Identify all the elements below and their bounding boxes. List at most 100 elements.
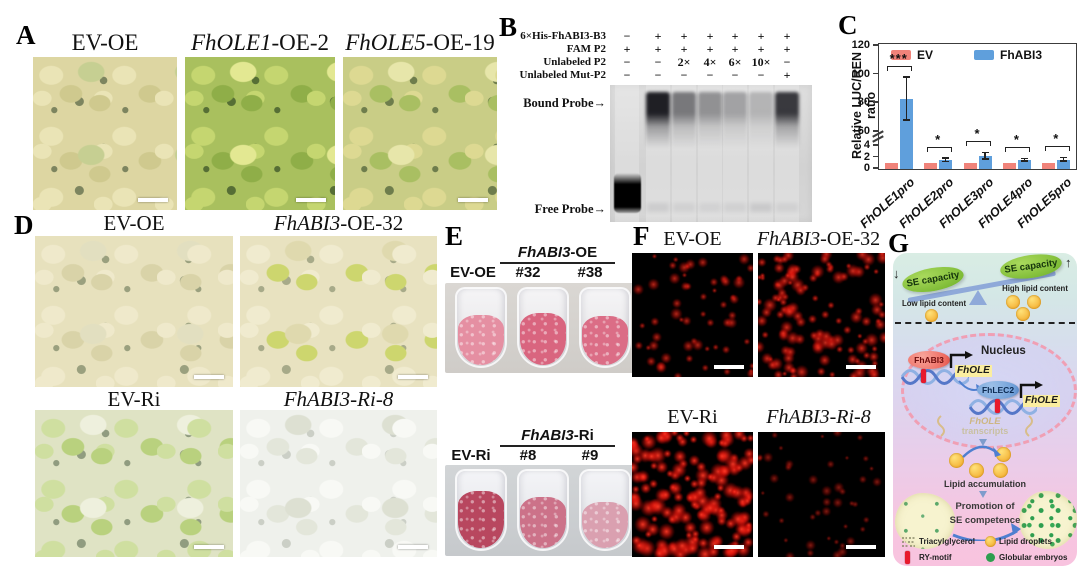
- bar-chart-plot: EV FhABI3 *** * * * *: [878, 43, 1077, 170]
- globular-embryos-icon: [986, 553, 995, 562]
- flow-arrow-icon: [979, 491, 987, 498]
- ry-motif-icon: [921, 369, 926, 383]
- transcript-squiggle-icon: [1025, 415, 1033, 437]
- label-text: EV-OE: [663, 228, 722, 250]
- panel-b: B 6×His-FhABI3-B3− + + + + + + FAM P2 + + + + + + + Unl…: [440, 14, 812, 230]
- transcript-squiggle-icon: [937, 415, 945, 437]
- gene-name: FhOLE5: [345, 30, 426, 55]
- marker-row-value: −: [757, 68, 765, 82]
- marker-row-label: FAM P2: [566, 43, 606, 55]
- photo-label-f-ev-ri: EV-Ri: [632, 406, 753, 428]
- photo-label-fhole1-oe-2: FhOLE1-OE-2: [183, 30, 337, 55]
- scale-bar: [194, 375, 224, 379]
- y-tick-mark: [873, 144, 878, 146]
- bar-ev: [1042, 163, 1056, 169]
- y-tick-label: 0: [863, 162, 870, 174]
- bound-probe-band: [723, 92, 747, 148]
- gene-name: FhABI3: [273, 211, 341, 235]
- bar-fhabi3: [899, 99, 913, 169]
- tube-photo-ri: [445, 465, 637, 556]
- marker-row-value: +: [731, 29, 739, 43]
- significance-stars: *: [974, 125, 981, 141]
- model-diagram: ↓ SE capacity Low lipid content SE capac…: [893, 250, 1077, 566]
- marker-row-value: +: [680, 42, 688, 56]
- sample-tube: [455, 469, 507, 551]
- panel-c-letter: C: [838, 10, 858, 40]
- error-bar-cap: [902, 76, 910, 78]
- legend-label-ev: EV: [917, 48, 934, 62]
- callus-photo-fhole5-oe-19: [343, 57, 497, 210]
- marker-row-value: −: [706, 68, 714, 82]
- legend-label-lipid-droplets: Lipid droplets: [999, 537, 1052, 546]
- scale-bar: [714, 365, 744, 369]
- panel-e-letter: E: [445, 221, 464, 251]
- bar-ev: [1002, 163, 1016, 169]
- photo-label-ev-oe: EV-OE: [33, 30, 177, 55]
- sample-tube: [579, 287, 631, 368]
- y-tick-mark: [873, 155, 878, 157]
- error-bar-cap: [902, 119, 910, 121]
- panel-f: F EV-OE FhABI3-OE-32 EV-Ri FhABI3-Ri-8: [628, 222, 890, 567]
- error-bar: [944, 158, 947, 163]
- photo-label-d-fhabi3-ri-8: FhABI3-Ri-8: [240, 387, 437, 411]
- tube-label-9: #9: [581, 447, 599, 464]
- promotion-label-line2: SE competence: [949, 515, 1021, 526]
- gel-lane: [749, 85, 773, 222]
- sample-tube: [517, 287, 569, 368]
- gene-name: FhABI3: [521, 427, 574, 444]
- lipid-droplet-icon: [969, 463, 984, 478]
- bound-probe-band: [698, 92, 722, 148]
- bar-fhabi3: [1057, 159, 1071, 169]
- y-tick-mark: [873, 101, 878, 103]
- legend-label-ry-motif: RY-motif: [919, 553, 952, 562]
- transcripts-label-gene: FhOLE: [969, 416, 1001, 427]
- bound-probe-band: [646, 92, 670, 148]
- significance-stars: *: [935, 131, 942, 147]
- se-capacity-right-badge: SE capacity: [998, 250, 1064, 283]
- panel-e: E FhABI3-OE EV-OE #32 #38 FhABI3-Ri EV-R…: [440, 222, 645, 567]
- flow-arrow-icon: [979, 439, 987, 446]
- marker-row-value: +: [680, 29, 688, 43]
- marker-row-value: −: [680, 68, 688, 82]
- tube-liquid: [458, 314, 504, 365]
- error-bar-cap: [942, 160, 950, 163]
- emsa-marker-rows: 6×His-FhABI3-B3− + + + + + + FAM P2 + + + + + + + Unlab…: [440, 14, 791, 84]
- y-tick-label: 100: [851, 67, 870, 80]
- marker-row-value: +: [757, 29, 765, 43]
- photo-label-d-ev-oe: EV-OE: [35, 211, 233, 235]
- bound-probe-band: [749, 92, 773, 148]
- legend-label-triacylglycerol: Triacylglycerol: [919, 537, 976, 546]
- free-probe-band-faint: [673, 203, 695, 212]
- scale-bar: [296, 198, 326, 202]
- panel-g-letter: G: [888, 228, 910, 258]
- label-text: -OE-32: [820, 228, 881, 250]
- bar-ev: [963, 163, 977, 169]
- tube-photo-oe: [445, 283, 637, 373]
- label-text: EV-OE: [71, 30, 139, 55]
- photo-label-fhole5-oe-19: FhOLE5-OE-19: [341, 30, 499, 55]
- marker-row-value: −: [623, 29, 631, 43]
- legend-swatch-ev: [891, 50, 911, 60]
- free-probe-pointer: Free Probe→: [534, 202, 606, 216]
- nucleus-label: Nucleus: [981, 345, 1026, 357]
- photo-label-d-ev-ri: EV-Ri: [35, 387, 233, 411]
- label-text: -Ri: [573, 427, 594, 444]
- error-bar-cap: [981, 158, 989, 160]
- gene-name: FhOLE1: [191, 30, 272, 55]
- lipid-droplet-icon: [925, 309, 938, 322]
- group-header-fhabi3-oe: FhABI3-OE: [500, 244, 615, 264]
- accumulation-arrow-icon: [962, 445, 1001, 458]
- panel-c: C Relative LUC/REN ratio EV FhABI3 *** * *…: [836, 10, 1080, 240]
- y-tick-label: 4: [863, 139, 870, 151]
- marker-row-value: −: [623, 68, 631, 82]
- callus-photo-ev-oe: [33, 57, 177, 210]
- marker-row-label: Unlabeled Mut-P2: [519, 69, 606, 81]
- lipid-droplet-icon: [1016, 307, 1030, 321]
- significance-bracket: [1044, 146, 1070, 152]
- label-text: -OE: [570, 244, 598, 261]
- down-arrow-icon: ↓: [893, 266, 900, 281]
- tube-label-38: #38: [577, 264, 603, 281]
- error-bar-cap: [1020, 157, 1028, 159]
- lipid-droplet-icon: [1006, 295, 1020, 309]
- significance-stars: *: [1013, 131, 1020, 147]
